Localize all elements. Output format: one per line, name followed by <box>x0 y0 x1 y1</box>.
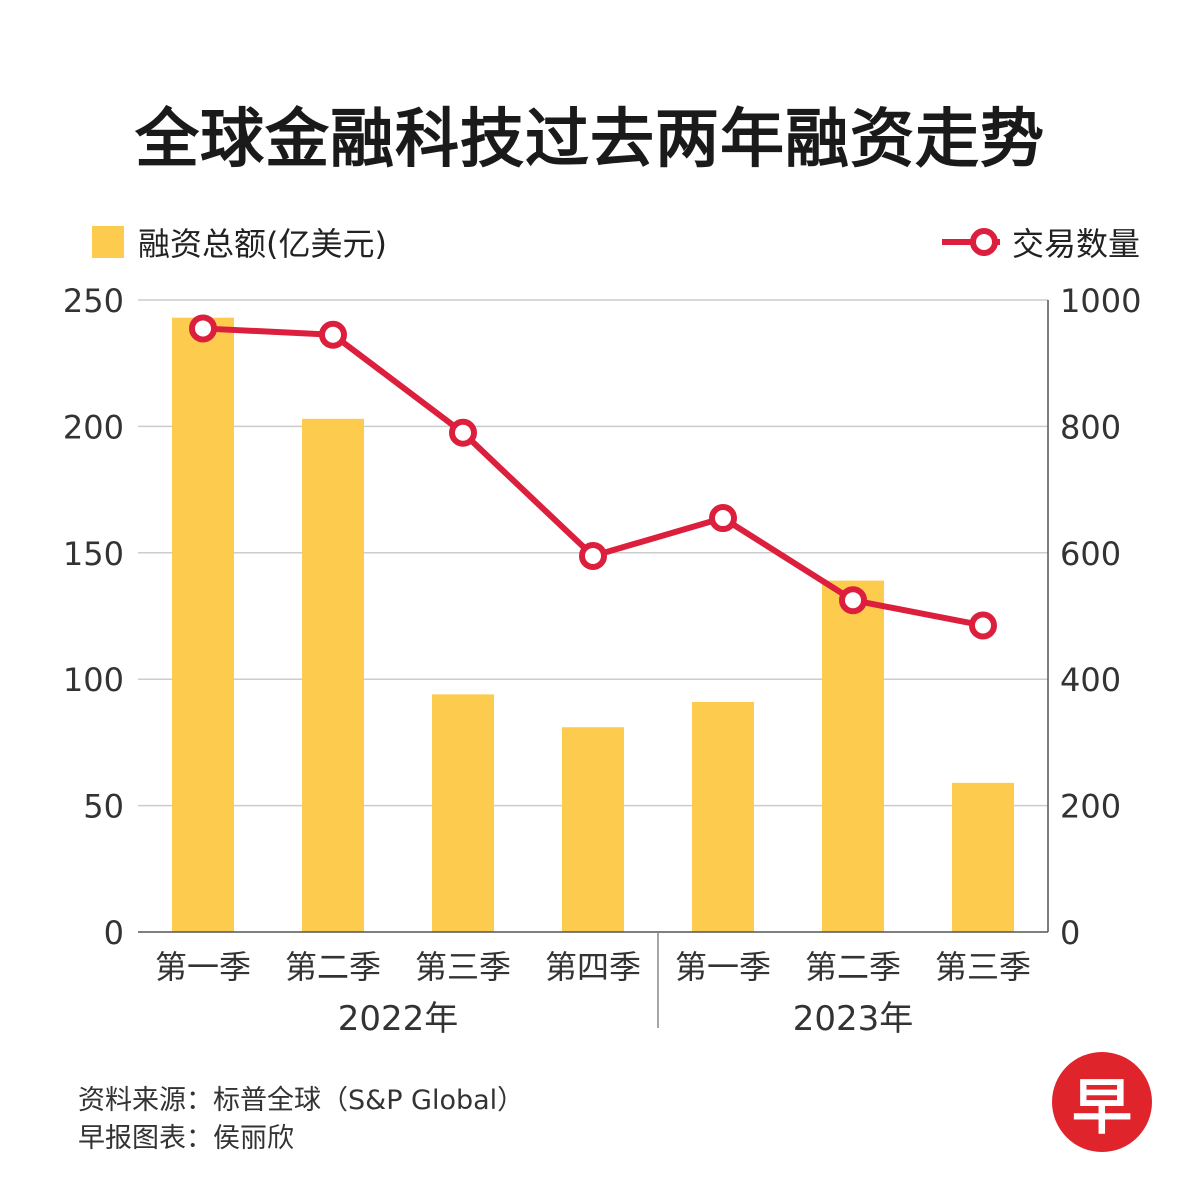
x-tick-label: 第三季 <box>935 948 1031 986</box>
y-left-tick-label: 250 <box>63 282 124 320</box>
y-right-tick-label: 200 <box>1060 788 1121 826</box>
legend-line-label: 交易数量 <box>1011 225 1140 263</box>
credit-note: 早报图表：侯丽欣 <box>78 1123 294 1154</box>
x-tick-label: 第三季 <box>415 948 511 986</box>
chart-title: 全球金融科技过去两年融资走势 <box>135 103 1045 177</box>
x-group-label: 2023年 <box>793 999 914 1039</box>
y-left-tick-label: 0 <box>104 914 124 952</box>
bar <box>302 418 364 932</box>
line-point <box>969 611 997 640</box>
x-group-label: 2022年 <box>338 999 459 1039</box>
line-point <box>189 314 217 343</box>
line-point <box>839 586 867 615</box>
bar <box>562 727 624 932</box>
x-tick-label: 第二季 <box>285 948 381 986</box>
bar <box>692 701 754 932</box>
bar <box>172 317 234 932</box>
legend-bar-label: 融资总额(亿美元) <box>138 225 387 263</box>
line-point <box>449 418 477 447</box>
legend-bar-series: 融资总额(亿美元) <box>92 222 387 263</box>
bar-swatch-icon <box>92 226 124 258</box>
bar <box>822 580 884 932</box>
legend-line-series: 交易数量 <box>940 222 1140 263</box>
line-marker-icon <box>941 228 1000 256</box>
line-point <box>579 541 607 570</box>
line-point <box>709 504 737 533</box>
line-point <box>319 320 347 349</box>
y-right-tick-label: 800 <box>1060 408 1121 446</box>
bar <box>432 694 494 932</box>
x-tick-label: 第二季 <box>805 948 901 986</box>
y-left-tick-label: 50 <box>83 788 124 826</box>
y-right-tick-label: 400 <box>1060 661 1121 699</box>
y-right-tick-label: 600 <box>1060 535 1121 573</box>
y-left-tick-label: 150 <box>63 535 124 573</box>
y-left-tick-label: 200 <box>63 408 124 446</box>
y-right-tick-label: 0 <box>1060 914 1080 952</box>
y-right-tick-label: 1000 <box>1060 282 1141 320</box>
footer: 资料来源：标普全球（S&P Global） 早报图表：侯丽欣 <box>78 1082 524 1158</box>
source-note: 资料来源：标普全球（S&P Global） <box>78 1085 525 1116</box>
y-left-tick-label: 100 <box>63 661 124 699</box>
bar <box>952 782 1014 932</box>
x-tick-label: 第一季 <box>155 948 251 986</box>
x-tick-label: 第四季 <box>545 948 641 986</box>
zaobao-logo: 早 <box>1052 1052 1152 1152</box>
x-tick-label: 第一季 <box>675 948 771 986</box>
